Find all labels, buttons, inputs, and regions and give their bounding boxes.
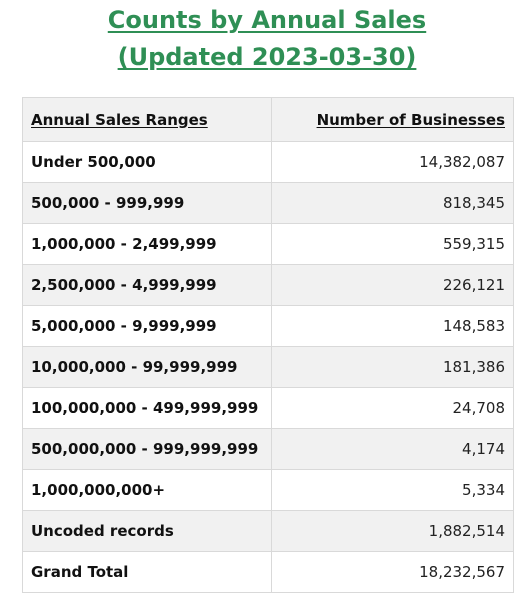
title-line-2: (Updated 2023-03-30) bbox=[117, 43, 417, 71]
table-row: 1,000,000,000+ 5,334 bbox=[22, 469, 514, 511]
table-row: 10,000,000 - 99,999,999 181,386 bbox=[22, 346, 514, 388]
count-cell: 181,386 bbox=[271, 346, 514, 388]
count-cell: 4,174 bbox=[271, 428, 514, 470]
page-title: Counts by Annual Sales (Updated 2023-03-… bbox=[0, 0, 526, 76]
table-row: 1,000,000 - 2,499,999 559,315 bbox=[22, 223, 514, 265]
range-cell: Under 500,000 bbox=[22, 141, 272, 183]
table-row: 500,000,000 - 999,999,999 4,174 bbox=[22, 428, 514, 470]
range-cell: 500,000,000 - 999,999,999 bbox=[22, 428, 272, 470]
title-line-1: Counts by Annual Sales bbox=[107, 6, 427, 34]
header-annual-sales-ranges[interactable]: Annual Sales Ranges bbox=[22, 97, 272, 142]
range-cell: 2,500,000 - 4,999,999 bbox=[22, 264, 272, 306]
table-row: Under 500,000 14,382,087 bbox=[22, 141, 514, 183]
count-cell: 24,708 bbox=[271, 387, 514, 429]
table-row: 500,000 - 999,999 818,345 bbox=[22, 182, 514, 224]
range-cell: 5,000,000 - 9,999,999 bbox=[22, 305, 272, 347]
count-cell: 148,583 bbox=[271, 305, 514, 347]
range-cell: 500,000 - 999,999 bbox=[22, 182, 272, 224]
count-cell: 1,882,514 bbox=[271, 510, 514, 552]
range-cell: Uncoded records bbox=[22, 510, 272, 552]
range-cell: 10,000,000 - 99,999,999 bbox=[22, 346, 272, 388]
table-row: 2,500,000 - 4,999,999 226,121 bbox=[22, 264, 514, 306]
count-cell: 5,334 bbox=[271, 469, 514, 511]
grand-total-row: Grand Total 18,232,567 bbox=[22, 551, 514, 593]
range-cell: Grand Total bbox=[22, 551, 272, 593]
count-cell: 18,232,567 bbox=[271, 551, 514, 593]
count-cell: 226,121 bbox=[271, 264, 514, 306]
count-cell: 818,345 bbox=[271, 182, 514, 224]
count-cell: 559,315 bbox=[271, 223, 514, 265]
table-row: 5,000,000 - 9,999,999 148,583 bbox=[22, 305, 514, 347]
count-cell: 14,382,087 bbox=[271, 141, 514, 183]
table-row: Uncoded records 1,882,514 bbox=[22, 510, 514, 552]
table-header-row: Annual Sales Ranges Number of Businesses bbox=[22, 97, 514, 142]
range-cell: 1,000,000,000+ bbox=[22, 469, 272, 511]
range-cell: 100,000,000 - 499,999,999 bbox=[22, 387, 272, 429]
table-row: 100,000,000 - 499,999,999 24,708 bbox=[22, 387, 514, 429]
range-cell: 1,000,000 - 2,499,999 bbox=[22, 223, 272, 265]
header-number-of-businesses[interactable]: Number of Businesses bbox=[271, 97, 514, 142]
annual-sales-table: Annual Sales Ranges Number of Businesses… bbox=[22, 97, 514, 593]
